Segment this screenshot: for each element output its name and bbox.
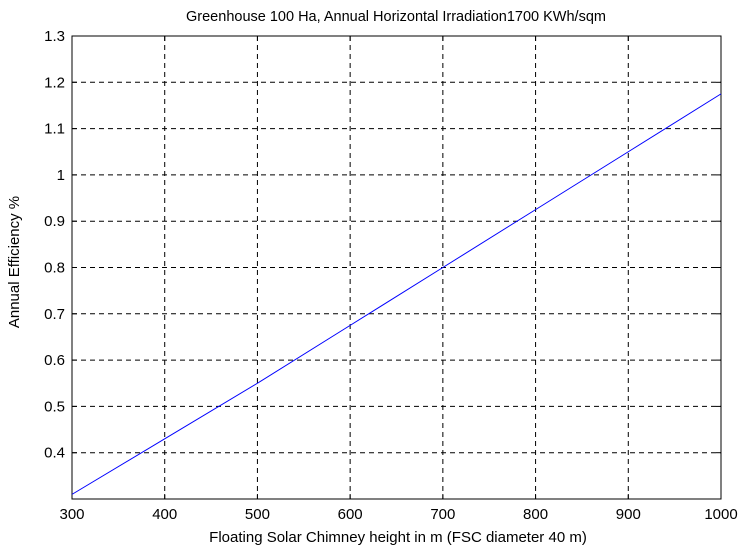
y-tick-label: 0.9: [44, 213, 65, 230]
x-tick-label: 900: [616, 506, 641, 523]
y-tick-label: 1.3: [44, 28, 65, 45]
x-tick-label: 300: [59, 506, 84, 523]
y-axis-label: Annual Efficiency %: [6, 196, 23, 328]
y-tick-label: 0.8: [44, 260, 65, 277]
x-tick-label: 500: [245, 506, 270, 523]
x-tick-label: 1000: [704, 506, 737, 523]
y-tick-label: 0.4: [44, 445, 65, 462]
x-axis-label: Floating Solar Chimney height in m (FSC …: [209, 529, 587, 546]
y-tick-label: 0.7: [44, 306, 65, 323]
x-tick-label: 700: [430, 506, 455, 523]
y-tick-label: 1: [57, 167, 65, 184]
y-tick-label: 0.5: [44, 398, 65, 415]
chart-title: Greenhouse 100 Ha, Annual Horizontal Irr…: [186, 9, 606, 25]
x-tick-label: 400: [152, 506, 177, 523]
series-line-1: [71, 93, 722, 495]
y-tick-label: 1.1: [44, 121, 65, 138]
series-layer: [71, 93, 722, 495]
x-tick-label: 800: [523, 506, 548, 523]
y-tick-label: 1.2: [44, 74, 65, 91]
x-tick-label: 600: [338, 506, 363, 523]
ticks: 300 400 500 600 700 800 900 1000 0.4 0.5 0.6 0.7 0.8…: [44, 28, 738, 523]
y-tick-label: 0.6: [44, 352, 65, 369]
grid: [72, 36, 721, 499]
